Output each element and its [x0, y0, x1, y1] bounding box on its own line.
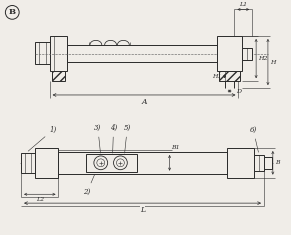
- Bar: [219, 71, 240, 81]
- Text: L1: L1: [239, 2, 247, 8]
- Bar: [35, 42, 50, 64]
- Text: 3): 3): [94, 123, 102, 153]
- Bar: [35, 148, 58, 178]
- Text: A: A: [141, 98, 147, 106]
- Text: 4): 4): [110, 123, 117, 153]
- Text: L2: L2: [36, 197, 44, 202]
- Text: 2): 2): [83, 174, 95, 196]
- Text: H2: H2: [258, 56, 268, 61]
- Text: B: B: [9, 8, 16, 16]
- Bar: [264, 157, 272, 169]
- Bar: [86, 154, 137, 172]
- Bar: [242, 48, 252, 59]
- Text: 6): 6): [250, 125, 258, 152]
- Bar: [58, 152, 227, 174]
- Text: B: B: [275, 160, 279, 165]
- Text: B1: B1: [172, 145, 180, 150]
- Bar: [227, 148, 254, 178]
- Bar: [254, 155, 264, 171]
- Text: H: H: [270, 59, 275, 65]
- Bar: [217, 36, 242, 71]
- Bar: [52, 71, 65, 81]
- Text: H1: H1: [212, 74, 222, 79]
- Text: 5): 5): [124, 123, 131, 153]
- Bar: [67, 45, 217, 62]
- Bar: [21, 153, 35, 173]
- Text: D: D: [237, 89, 242, 94]
- Text: L: L: [140, 206, 145, 214]
- Text: 1): 1): [28, 125, 57, 151]
- Bar: [50, 36, 67, 71]
